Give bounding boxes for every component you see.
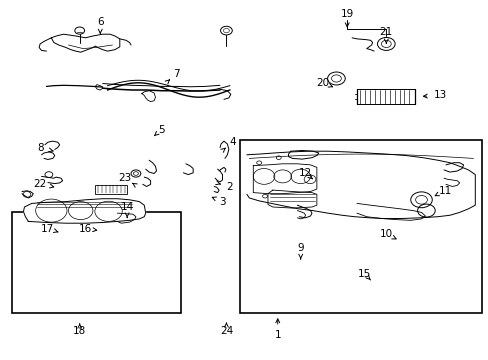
Text: 2: 2: [226, 182, 233, 192]
Text: 1: 1: [274, 330, 281, 340]
Text: 23: 23: [118, 173, 131, 183]
Text: 4: 4: [228, 137, 235, 147]
Text: 11: 11: [437, 186, 451, 196]
Text: 16: 16: [79, 224, 92, 234]
Bar: [95, 185, 127, 194]
Text: 7: 7: [172, 69, 179, 79]
Text: 10: 10: [379, 229, 392, 239]
Text: 17: 17: [41, 224, 55, 234]
Text: 14: 14: [120, 202, 134, 212]
Text: 13: 13: [432, 90, 446, 100]
Text: 24: 24: [219, 326, 233, 336]
Bar: [12, 212, 181, 313]
Text: 19: 19: [340, 9, 353, 19]
Polygon shape: [246, 151, 474, 219]
Polygon shape: [253, 164, 316, 194]
Text: 3: 3: [219, 197, 225, 207]
Text: 18: 18: [73, 326, 86, 336]
Text: 22: 22: [33, 179, 47, 189]
Polygon shape: [23, 199, 145, 223]
Text: 6: 6: [97, 17, 103, 27]
Text: 12: 12: [298, 168, 312, 178]
Bar: [239, 140, 481, 313]
Text: 15: 15: [357, 269, 370, 279]
Text: 8: 8: [37, 143, 43, 153]
Bar: [356, 89, 414, 104]
Text: 9: 9: [297, 243, 304, 253]
Text: 21: 21: [379, 27, 392, 37]
Text: 20: 20: [316, 78, 328, 88]
Text: 5: 5: [158, 125, 164, 135]
